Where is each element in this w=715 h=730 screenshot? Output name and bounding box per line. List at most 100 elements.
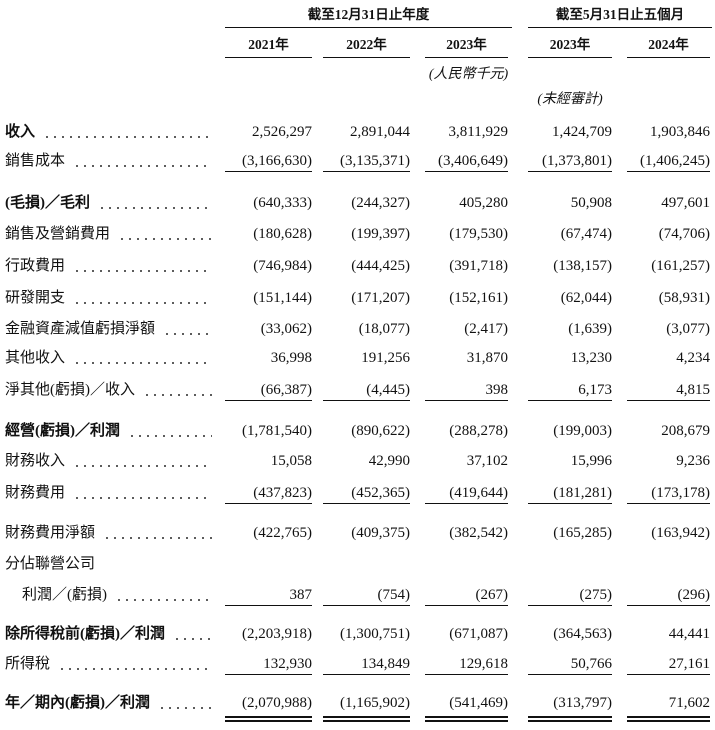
cell-value: (62,044) — [560, 290, 612, 306]
leader-dots — [143, 394, 212, 396]
leader-dots — [73, 362, 212, 364]
leader-dots — [73, 165, 212, 167]
row-label: 其他收入 — [5, 350, 66, 366]
cell-value: (181,281) — [553, 485, 612, 501]
year-rule — [425, 57, 508, 58]
row-label: 除所得稅前(虧損)／利潤 — [5, 626, 165, 642]
cell-value: (3,135,371) — [340, 153, 410, 169]
cell-value: 3,811,929 — [448, 124, 508, 140]
cell-value: (2,203,918) — [242, 626, 312, 642]
year-header: 2021年 — [248, 37, 289, 52]
leader-dots — [115, 599, 212, 601]
cell-value: 387 — [289, 587, 313, 603]
cell-value: 36,998 — [270, 350, 312, 366]
cell-value: (244,327) — [351, 195, 410, 211]
cell-value: 42,990 — [368, 453, 410, 469]
leader-dots — [158, 707, 212, 709]
cell-value: (179,530) — [449, 226, 508, 242]
rule — [225, 503, 312, 504]
year-header: 2024年 — [648, 37, 689, 52]
header-rule — [528, 27, 712, 28]
row-label: 收入 — [5, 124, 36, 140]
rule — [425, 503, 508, 504]
cell-value: (391,718) — [449, 258, 508, 274]
cell-value: 15,996 — [570, 453, 612, 469]
cell-value: 497,601 — [661, 195, 710, 211]
cell-value: 4,815 — [676, 382, 710, 398]
row-label: 所得稅 — [5, 656, 51, 672]
year-header: 2023年 — [549, 37, 591, 52]
leader-dots — [73, 465, 212, 467]
rule — [627, 605, 710, 606]
cell-value: 9,236 — [676, 453, 710, 469]
cell-value: 50,908 — [570, 195, 612, 211]
rule — [323, 674, 410, 675]
cell-value: (2,070,988) — [242, 695, 312, 711]
cell-value: (18,077) — [358, 321, 410, 337]
cell-value: 6,173 — [578, 382, 612, 398]
leader-dots — [43, 136, 212, 138]
row-label: 年／期內(虧損)／利潤 — [5, 695, 150, 711]
row-label: 分佔聯營公司 — [5, 556, 96, 572]
cell-value: 50,766 — [570, 656, 612, 672]
year-header: 2023年 — [446, 37, 487, 52]
cell-value: (754) — [377, 587, 411, 603]
cell-value: 208,679 — [661, 423, 710, 439]
cell-value: (66,387) — [260, 382, 312, 398]
cell-value: 15,058 — [270, 453, 312, 469]
cell-value: (165,285) — [553, 525, 612, 541]
year-header: 2022年 — [346, 37, 387, 52]
rule — [627, 720, 710, 722]
cell-value: (746,984) — [253, 258, 312, 274]
group-header: 截至12月31日止年度 — [307, 7, 430, 22]
row-label: 利潤／(虧損) — [22, 587, 107, 603]
leader-dots — [73, 497, 212, 499]
cell-value: (180,628) — [253, 226, 312, 242]
row-label: 財務收入 — [5, 453, 66, 469]
year-rule — [225, 57, 312, 58]
rule — [627, 674, 710, 675]
rule — [225, 171, 312, 172]
cell-value: (275) — [579, 587, 613, 603]
cell-value: 132,930 — [263, 656, 312, 672]
cell-value: 191,256 — [361, 350, 410, 366]
year-rule — [528, 57, 612, 58]
leader-dots — [73, 302, 212, 304]
cell-value: (1,373,801) — [542, 153, 612, 169]
cell-value: 405,280 — [459, 195, 508, 211]
row-label: 淨其他(虧損)／收入 — [5, 382, 135, 398]
cell-value: 2,526,297 — [252, 124, 312, 140]
cell-value: (296) — [677, 587, 711, 603]
group-header: 截至5月31日止五個月 — [555, 7, 685, 22]
cell-value: (33,062) — [260, 321, 312, 337]
rule — [425, 716, 508, 718]
leader-dots — [173, 638, 212, 640]
cell-value: (3,406,649) — [438, 153, 508, 169]
rule — [425, 720, 508, 722]
rule — [225, 720, 312, 722]
rule — [323, 605, 410, 606]
cell-value: (58,931) — [658, 290, 710, 306]
rule — [528, 674, 612, 675]
cell-value: (444,425) — [351, 258, 410, 274]
cell-value: 31,870 — [466, 350, 508, 366]
cell-value: (671,087) — [449, 626, 508, 642]
cell-value: (151,144) — [253, 290, 312, 306]
rule — [425, 674, 508, 675]
cell-value: (173,178) — [651, 485, 710, 501]
cell-value: (890,622) — [351, 423, 410, 439]
cell-value: (1,781,540) — [242, 423, 312, 439]
cell-value: (4,445) — [366, 382, 410, 398]
cell-value: 71,602 — [668, 695, 710, 711]
cell-value: (409,375) — [351, 525, 410, 541]
unaudited-note: (未經審計) — [537, 92, 603, 107]
rule — [225, 605, 312, 606]
cell-value: 129,618 — [459, 656, 508, 672]
unit-note: (人民幣千元) — [428, 67, 509, 82]
rule — [528, 605, 612, 606]
cell-value: 398 — [485, 382, 509, 398]
rule — [425, 605, 508, 606]
rule — [528, 503, 612, 504]
cell-value: (437,823) — [253, 485, 312, 501]
